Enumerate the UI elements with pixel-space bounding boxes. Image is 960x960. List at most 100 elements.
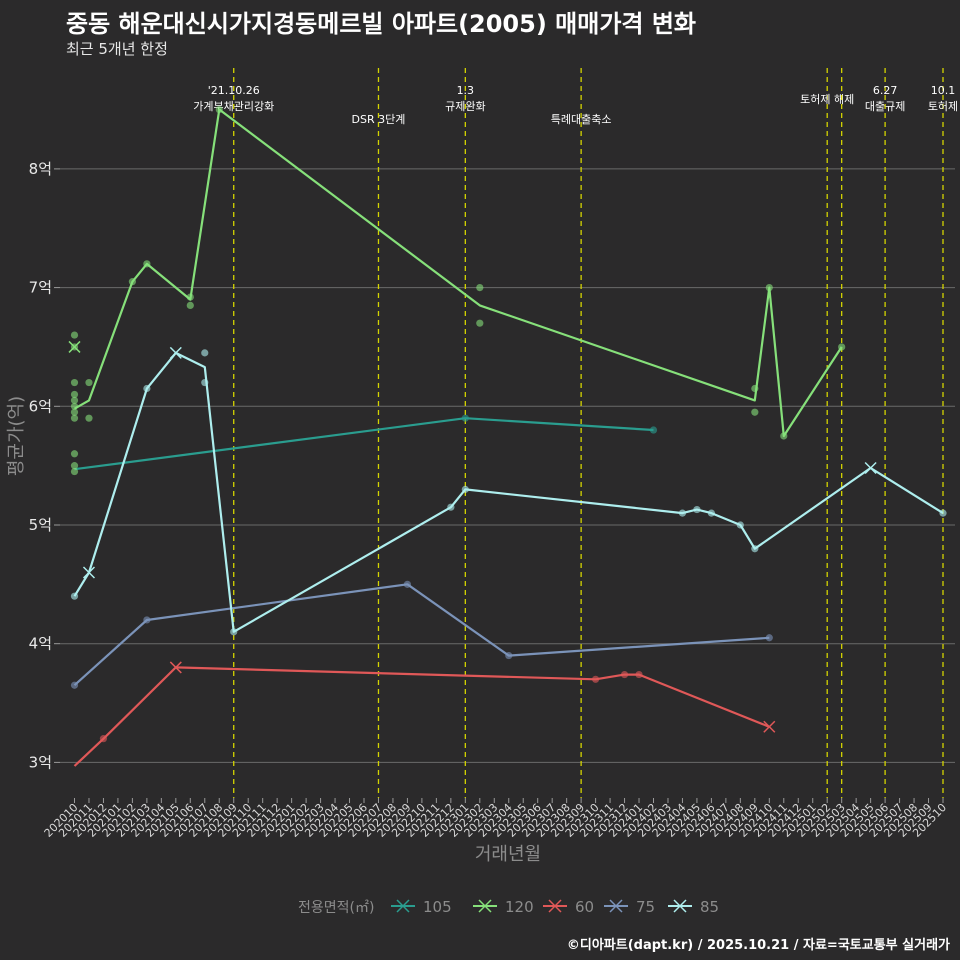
data-point: [230, 628, 238, 636]
y-tick-label: 8억: [29, 160, 52, 178]
legend-item-85: 85: [668, 898, 719, 916]
data-point: [70, 408, 79, 416]
legend-item-105: 105: [391, 898, 452, 916]
data-point: [143, 616, 151, 624]
data-point: [85, 378, 93, 387]
x-axis-title: 거래년월: [475, 844, 541, 865]
data-cross-marker: [169, 661, 182, 674]
legend-cross: [548, 899, 562, 913]
data-point: [751, 545, 759, 553]
data-point: [70, 681, 79, 689]
data-point: [70, 396, 79, 404]
data-point: [99, 735, 108, 743]
series-line-120: [73, 108, 843, 438]
y-tick-label: 7억: [29, 279, 52, 297]
data-point: [780, 432, 788, 440]
legend-label: 120: [505, 898, 534, 916]
data-point: [143, 384, 151, 393]
chart-subtitle: 최근 5개년 한정: [66, 40, 168, 58]
series-line-60: [73, 666, 770, 767]
cross-stroke: [68, 340, 81, 353]
series-60: [73, 661, 776, 767]
data-point: [476, 319, 484, 327]
data-point: [70, 450, 79, 458]
cross-stroke: [864, 461, 877, 475]
data-cross-marker: [763, 720, 776, 733]
data-point: [939, 509, 947, 517]
data-point: [693, 505, 701, 514]
event-label: DSR 3단계: [352, 113, 406, 126]
data-point: [70, 592, 79, 600]
data-point: [751, 384, 759, 393]
event-label: 규제완화: [445, 100, 485, 113]
data-point: [186, 293, 194, 301]
data-point: [461, 485, 469, 493]
cross-stroke: [169, 346, 182, 359]
y-tick-label: 4억: [29, 635, 52, 653]
data-point: [215, 105, 223, 114]
data-point: [649, 426, 658, 434]
event-label: 토허제: [928, 100, 958, 113]
event-label: 10.1: [931, 84, 956, 97]
series-120: [68, 105, 846, 476]
data-point: [70, 467, 79, 476]
data-point: [707, 509, 716, 517]
series-75: [70, 580, 773, 689]
data-point: [838, 343, 846, 351]
event-label: 가계부채관리강화: [193, 100, 274, 113]
legend: 105 120 60 75 85: [391, 898, 719, 916]
event-label: 대출규제: [865, 100, 905, 113]
data-point: [765, 283, 773, 292]
legend-label: 75: [636, 898, 655, 916]
data-point: [201, 378, 209, 387]
data-point: [476, 283, 484, 292]
data-point: [592, 675, 600, 683]
event-label: '21.10.26: [208, 84, 260, 97]
data-point: [186, 301, 194, 309]
data-point: [751, 408, 759, 416]
series-line-105: [74, 417, 654, 471]
series-layer: [68, 105, 947, 767]
data-cross-marker: [82, 566, 96, 579]
legend-cross: [396, 899, 410, 913]
chart-title: 중동 해운대신시가지경동메르빌 아파트(2005) 매매가격 변화: [66, 10, 696, 38]
y-tick-label: 3억: [29, 753, 52, 771]
data-point: [635, 670, 643, 679]
source-caption: ©디아파트(dapt.kr) / 2025.10.21 / 자료=국토교통부 실…: [566, 938, 950, 953]
data-point: [70, 331, 79, 339]
series-105: [74, 414, 658, 471]
series-85: [70, 346, 947, 636]
data-point: [461, 414, 469, 422]
legend-label: 60: [575, 898, 594, 916]
legend-item-120: 120: [473, 898, 534, 916]
data-point: [128, 278, 136, 286]
event-label: 토허제 해제: [800, 92, 854, 106]
data-point: [736, 521, 744, 529]
legend-cross: [609, 899, 623, 913]
data-point: [70, 462, 79, 470]
cross-stroke: [763, 720, 776, 733]
legend-item-60: 60: [543, 898, 594, 916]
data-point: [143, 260, 151, 268]
grid-lines: [60, 168, 955, 763]
cross-stroke: [82, 566, 96, 579]
legend-title: 전용면적(㎡): [298, 900, 374, 916]
data-point: [678, 509, 687, 517]
data-point: [765, 634, 773, 642]
data-point: [620, 670, 629, 679]
event-label: 6.27: [873, 84, 898, 97]
x-axis-ticks: 2020102020112020122021012021022021032021…: [42, 798, 949, 840]
data-point: [70, 402, 79, 410]
legend-label: 105: [423, 898, 452, 916]
cross-stroke: [169, 661, 182, 674]
data-point: [201, 349, 209, 357]
legend-cross: [478, 899, 492, 913]
data-point: [403, 580, 412, 588]
event-label: 1.3: [457, 84, 475, 97]
data-point: [70, 378, 79, 387]
data-point: [70, 414, 79, 422]
y-tick-label: 5억: [29, 516, 52, 534]
data-cross-marker: [68, 340, 81, 353]
